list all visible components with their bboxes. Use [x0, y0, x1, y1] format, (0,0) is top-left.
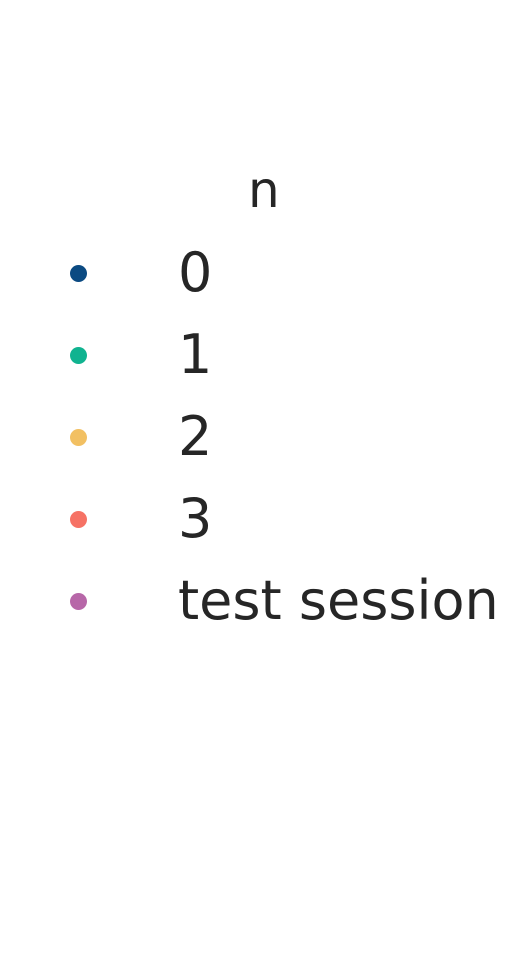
legend-title: n [248, 161, 280, 219]
legend-entry: 2 [0, 396, 530, 478]
legend-label: 1 [178, 323, 213, 386]
legend-label: 2 [178, 405, 213, 468]
legend-marker [70, 265, 87, 282]
legend-marker [70, 511, 87, 528]
legend-entry: test session [0, 560, 530, 642]
legend-entry: 0 [0, 232, 530, 314]
legend-entry: 1 [0, 314, 530, 396]
legend-marker [70, 429, 87, 446]
legend-label: 3 [178, 487, 213, 550]
legend-marker [70, 347, 87, 364]
legend-label: 0 [178, 241, 213, 304]
legend-entry: 3 [0, 478, 530, 560]
legend-label: test session [178, 569, 499, 632]
legend-marker [70, 593, 87, 610]
